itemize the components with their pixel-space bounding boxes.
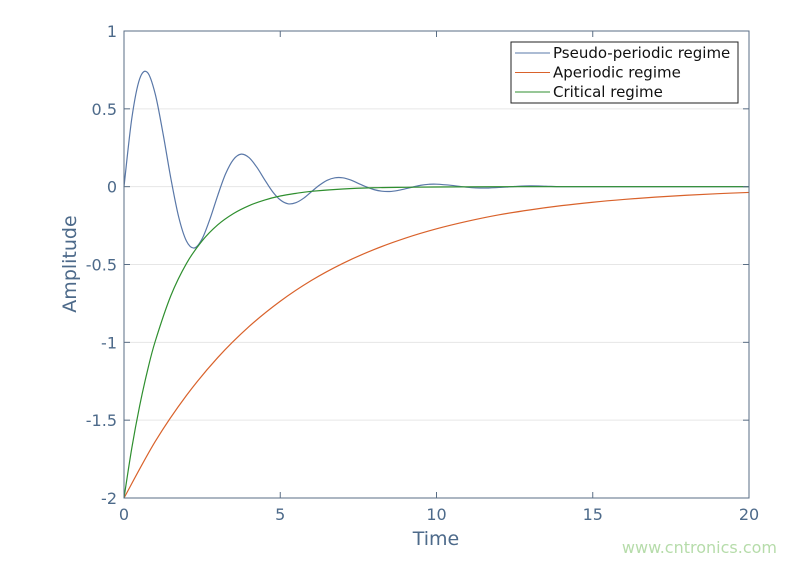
y-tick-label: -2 xyxy=(101,489,117,508)
y-tick-label: 0 xyxy=(107,178,117,197)
x-tick-label: 10 xyxy=(426,505,446,524)
legend-label: Aperiodic regime xyxy=(553,64,681,82)
series-line-1 xyxy=(123,191,750,499)
series-group xyxy=(123,70,750,499)
series-line-2 xyxy=(123,186,749,499)
x-axis-label: Time xyxy=(412,528,460,550)
x-tick-label: 0 xyxy=(119,505,129,524)
y-axis-label: Amplitude xyxy=(59,215,81,312)
x-tick-label: 5 xyxy=(275,505,285,524)
y-tick-label: 0.5 xyxy=(92,100,117,119)
watermark: www.cntronics.com xyxy=(622,538,777,557)
legend-label: Critical regime xyxy=(553,83,663,101)
y-tick-label: -1 xyxy=(101,333,117,352)
x-tick-label: 15 xyxy=(583,505,603,524)
y-tick-label: 1 xyxy=(107,22,117,41)
grid xyxy=(124,108,749,421)
y-tick-label: -1.5 xyxy=(86,411,117,430)
ticks: -2-1.5-1-0.500.510 5 10 15 20 xyxy=(86,22,759,524)
x-tick-label: 20 xyxy=(739,505,759,524)
legend-label: Pseudo-periodic regime xyxy=(553,44,730,62)
y-tick-label: -0.5 xyxy=(86,256,117,275)
legend: Pseudo-periodic regime Aperiodic regimeCr… xyxy=(510,41,739,104)
